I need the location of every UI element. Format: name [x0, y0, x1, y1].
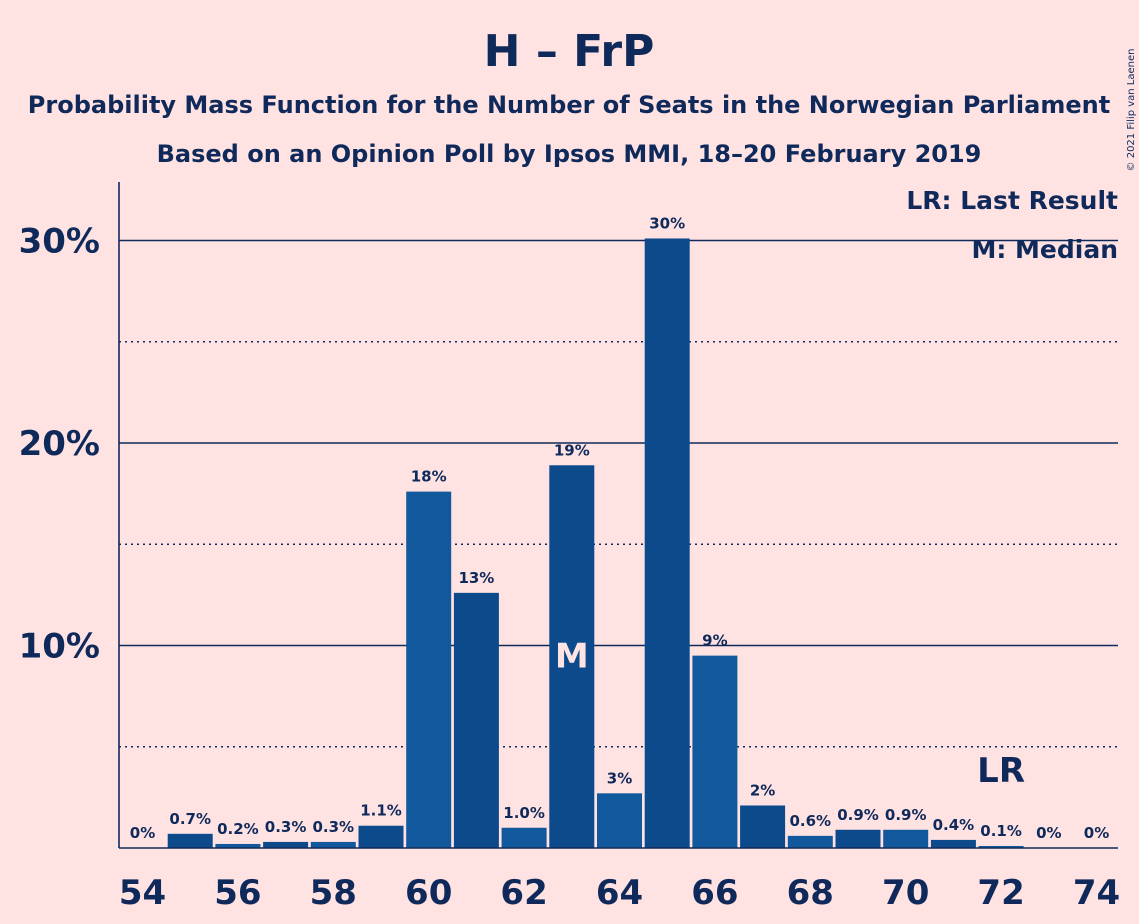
legend-last-result: LR: Last Result [906, 186, 1118, 215]
bars-group [167, 238, 1024, 849]
bar-67 [740, 805, 786, 848]
x-tick-label: 66 [691, 873, 738, 913]
median-marker: M [555, 637, 589, 677]
data-label-58: 0.3% [312, 818, 354, 836]
data-label-64: 3% [607, 769, 632, 787]
axes-group: 10% 20% 30% 54 56 58 60 62 64 66 68 70 72 74 [19, 182, 1120, 913]
data-label-59: 1.1% [360, 802, 402, 820]
data-label-69: 0.9% [837, 806, 879, 824]
legend-median: M: Median [971, 235, 1118, 264]
x-tick-label: 60 [405, 873, 452, 913]
bar-59 [358, 825, 404, 848]
x-tick-label: 68 [787, 873, 834, 913]
bar-72 [978, 845, 1024, 848]
bar-69 [835, 829, 881, 848]
data-label-68: 0.6% [789, 812, 831, 830]
x-tick-label: 74 [1073, 873, 1120, 913]
data-label-65: 30% [649, 214, 685, 232]
data-label-73: 0% [1036, 824, 1061, 842]
bar-63 [549, 465, 595, 848]
y-tick-label: 10% [19, 627, 100, 667]
data-label-63: 19% [554, 441, 590, 459]
data-label-72: 0.1% [980, 822, 1022, 840]
data-label-56: 0.2% [217, 820, 259, 838]
bar-55 [167, 833, 213, 848]
x-tick-label: 72 [977, 873, 1024, 913]
y-tick-label: 20% [19, 424, 100, 464]
data-label-57: 0.3% [265, 818, 307, 836]
bar-58 [310, 841, 356, 848]
bar-71 [930, 839, 976, 848]
chart-subtitle-line2: Based on an Opinion Poll by Ipsos MMI, 1… [157, 140, 982, 168]
bar-65 [644, 238, 690, 849]
credit-text: © 2021 Filip van Laenen [1126, 49, 1137, 172]
data-label-67: 2% [750, 781, 775, 799]
x-tick-label: 64 [596, 873, 643, 913]
chart-subtitle-line1: Probability Mass Function for the Number… [28, 91, 1110, 119]
bar-56 [215, 843, 261, 848]
x-tick-label: 56 [214, 873, 261, 913]
bar-70 [883, 829, 929, 848]
bar-61 [453, 592, 499, 848]
data-label-70: 0.9% [885, 806, 927, 824]
data-label-55: 0.7% [169, 810, 211, 828]
data-label-61: 13% [458, 569, 494, 587]
bar-64 [597, 793, 642, 848]
data-label-54: 0% [130, 824, 155, 842]
bar-62 [501, 827, 547, 848]
bar-57 [263, 841, 309, 848]
chart-title: H – FrP [484, 26, 655, 77]
bar-68 [787, 835, 833, 848]
x-tick-label: 62 [500, 873, 547, 913]
data-label-71: 0.4% [933, 816, 975, 834]
data-label-62: 1.0% [503, 804, 545, 822]
data-labels-group: 0% 0.7% 0.2% 0.3% 0.3% 1.1% 18% 13% 1.0% 19% 3% 30%… [130, 214, 1109, 842]
bar-60 [406, 491, 452, 848]
y-tick-label: 30% [19, 222, 100, 262]
data-label-74: 0% [1084, 824, 1109, 842]
x-tick-label: 70 [882, 873, 929, 913]
data-label-60: 18% [411, 468, 447, 486]
x-tick-label: 58 [310, 873, 357, 913]
grid-lines [119, 239, 1118, 748]
bar-66 [692, 655, 738, 848]
x-tick-label: 54 [119, 873, 166, 913]
data-label-66: 9% [702, 632, 727, 650]
last-result-marker: LR [977, 751, 1025, 791]
